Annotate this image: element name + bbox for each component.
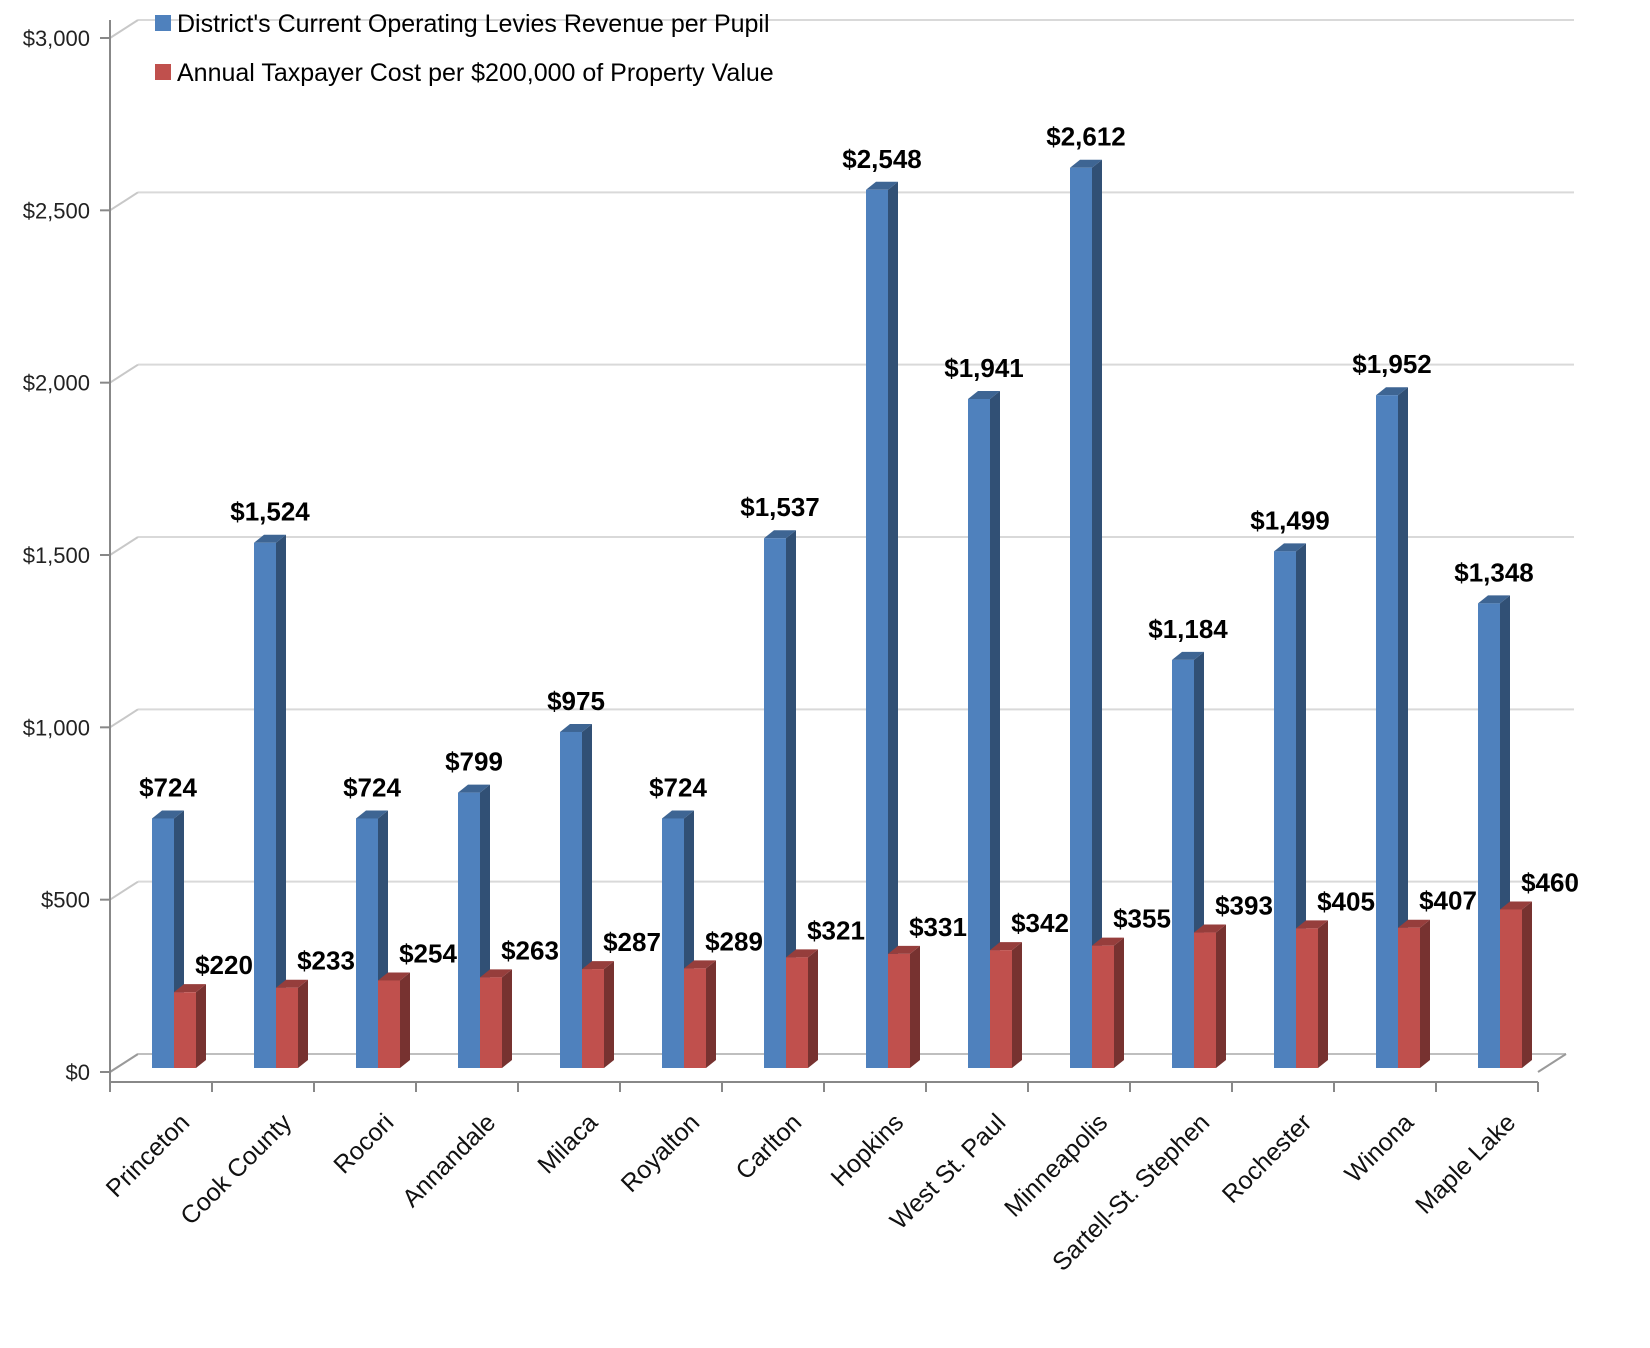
bar-taxpayer-cost	[174, 984, 206, 1068]
bar-taxpayer-cost	[276, 979, 308, 1068]
gridline-side	[109, 880, 139, 901]
data-label: $1,524	[230, 497, 310, 527]
data-label: $1,184	[1148, 614, 1228, 644]
y-tick-label: $1,500	[23, 543, 90, 568]
x-tick-label: Carlton	[730, 1108, 807, 1185]
data-label: $287	[603, 927, 661, 957]
x-tick-label: Annandale	[397, 1108, 501, 1212]
data-label: $1,941	[944, 353, 1024, 383]
x-tick-label: Hopkins	[826, 1108, 910, 1192]
x-tick-label: Maple Lake	[1410, 1108, 1521, 1219]
x-tick-label: Royalton	[616, 1108, 706, 1198]
gridline-side	[109, 19, 139, 39]
data-label: $975	[547, 686, 605, 716]
x-tick-label: Rochester	[1217, 1108, 1317, 1208]
data-label: $724	[139, 772, 197, 802]
y-tick-label: $2,000	[23, 371, 90, 396]
data-label: $2,612	[1046, 122, 1126, 152]
y-tick-label: $2,500	[23, 198, 90, 223]
bar-taxpayer-cost	[990, 942, 1022, 1068]
gridline-side	[109, 363, 139, 384]
data-label: $263	[501, 935, 559, 965]
data-label: $407	[1419, 886, 1477, 916]
floor-edge-left	[109, 1053, 139, 1073]
data-label: $460	[1521, 867, 1579, 897]
data-label: $289	[705, 926, 763, 956]
gridline-side	[109, 708, 139, 729]
y-tick-label: $1,000	[23, 715, 90, 740]
x-tick-label: Milaca	[532, 1108, 603, 1179]
data-label: $1,952	[1352, 349, 1432, 379]
data-label: $220	[195, 950, 253, 980]
bar-taxpayer-cost	[1398, 919, 1430, 1068]
data-label: $724	[343, 772, 401, 802]
floor-edge-right	[1537, 1053, 1567, 1073]
bars	[152, 159, 1532, 1069]
data-label: $405	[1317, 886, 1375, 916]
data-label: $1,537	[740, 492, 820, 522]
gridline-side	[109, 191, 139, 212]
data-label: $321	[807, 915, 865, 945]
data-label: $2,548	[842, 144, 922, 174]
bar-levy-revenue	[968, 391, 1000, 1068]
y-tick-label: $3,000	[23, 26, 90, 51]
data-label: $724	[649, 772, 707, 802]
bar-taxpayer-cost	[1092, 937, 1124, 1068]
bar-taxpayer-cost	[684, 960, 716, 1068]
bar-taxpayer-cost	[480, 969, 512, 1068]
legend: District's Current Operating Levies Reve…	[155, 10, 774, 87]
y-tick-label: $0	[66, 1060, 90, 1085]
data-label: $1,348	[1454, 557, 1534, 587]
legend-swatch-series-1	[155, 15, 171, 31]
bar-taxpayer-cost	[1194, 924, 1226, 1068]
bar-levy-revenue	[764, 530, 796, 1068]
bar-levy-revenue	[254, 534, 286, 1068]
bar-levy-revenue	[1070, 159, 1102, 1069]
bar-taxpayer-cost	[378, 972, 410, 1068]
legend-swatch-series-2	[155, 64, 171, 80]
bar-taxpayer-cost	[1296, 920, 1328, 1068]
x-tick-label: Princeton	[101, 1108, 195, 1202]
x-tick-label: Minneapolis	[999, 1108, 1113, 1222]
bar-taxpayer-cost	[888, 945, 920, 1068]
data-label: $254	[399, 938, 457, 968]
data-label: $233	[297, 946, 355, 976]
data-label: $342	[1011, 908, 1069, 938]
data-label: $799	[445, 747, 503, 777]
x-tick-label: Cook County	[175, 1108, 297, 1230]
y-tick-label: $500	[41, 888, 90, 913]
y-axis-ticks: $0 $500 $1,000 $1,500 $2,000 $2,500 $3,000	[23, 26, 110, 1085]
bar-levy-revenue	[866, 181, 898, 1069]
bar-taxpayer-cost	[1500, 901, 1532, 1068]
x-tick-label: Rocori	[328, 1108, 399, 1179]
data-label: $1,499	[1250, 505, 1330, 535]
data-labels: $724 $220 $1,524 $233 $724 $254 $799 $263 $975 $2…	[139, 122, 1579, 980]
data-label: $393	[1215, 891, 1273, 921]
bar-taxpayer-cost	[582, 961, 614, 1068]
gridline-side	[109, 536, 139, 556]
legend-label-series-1: District's Current Operating Levies Reve…	[177, 10, 770, 38]
data-label: $355	[1113, 904, 1171, 934]
data-label: $331	[909, 912, 967, 942]
bar-taxpayer-cost	[786, 949, 818, 1068]
legend-label-series-2: Annual Taxpayer Cost per $200,000 of Pro…	[177, 59, 774, 87]
bar-levy-revenue	[1376, 387, 1408, 1068]
x-tick-label: Winona	[1340, 1108, 1420, 1188]
